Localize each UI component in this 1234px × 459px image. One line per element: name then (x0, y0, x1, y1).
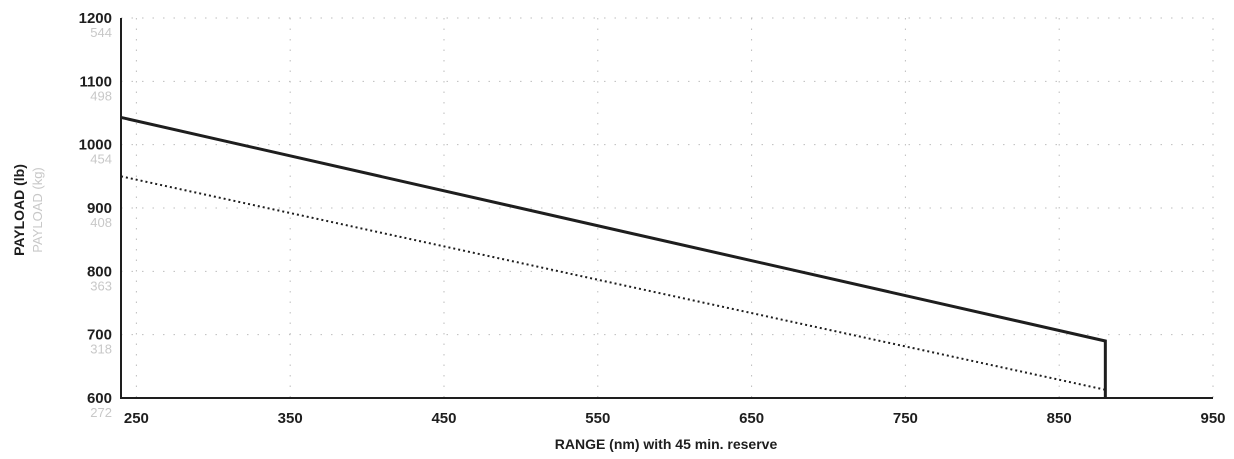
x-tick-label: 450 (431, 410, 456, 427)
series-layer (120, 115, 1107, 398)
x-tick-label: 750 (893, 410, 918, 427)
y-tick-label: 1200 (79, 10, 112, 27)
series-line-dotted (120, 175, 1106, 391)
x-tick-labels: 250 350 450 550 650 750 850 950 (124, 410, 1226, 427)
x-tick-label: 550 (585, 410, 610, 427)
y-tick-label-secondary: 363 (90, 278, 112, 293)
grid-lines (121, 17, 1214, 398)
x-tick-label: 650 (739, 410, 764, 427)
y-tick-label-secondary: 408 (90, 215, 112, 230)
x-tick-label: 950 (1200, 410, 1225, 427)
y-tick-label: 1100 (79, 73, 112, 90)
y-tick-label-secondary: 544 (90, 25, 112, 40)
x-tick-label: 250 (124, 410, 149, 427)
y-tick-label: 800 (87, 263, 112, 280)
y-tick-label: 700 (87, 327, 112, 344)
x-tick-label: 850 (1047, 410, 1072, 427)
y-tick-label: 1000 (79, 137, 112, 154)
series-line-solid (120, 115, 1107, 398)
x-axis-title: RANGE (nm) with 45 min. reserve (555, 436, 778, 452)
y-tick-label-secondary: 272 (90, 405, 112, 420)
y-tick-label-secondary: 318 (90, 342, 112, 357)
y-tick-label: 600 (87, 390, 112, 407)
y-tick-label-secondary: 498 (90, 88, 112, 103)
y-tick-label: 900 (87, 200, 112, 217)
x-tick-label: 350 (278, 410, 303, 427)
y-axis-title: PAYLOAD (lb) (11, 164, 27, 256)
y-axis-title-secondary: PAYLOAD (kg) (30, 167, 45, 252)
axes (120, 18, 1213, 399)
y-tick-label-secondary: 454 (90, 152, 112, 167)
